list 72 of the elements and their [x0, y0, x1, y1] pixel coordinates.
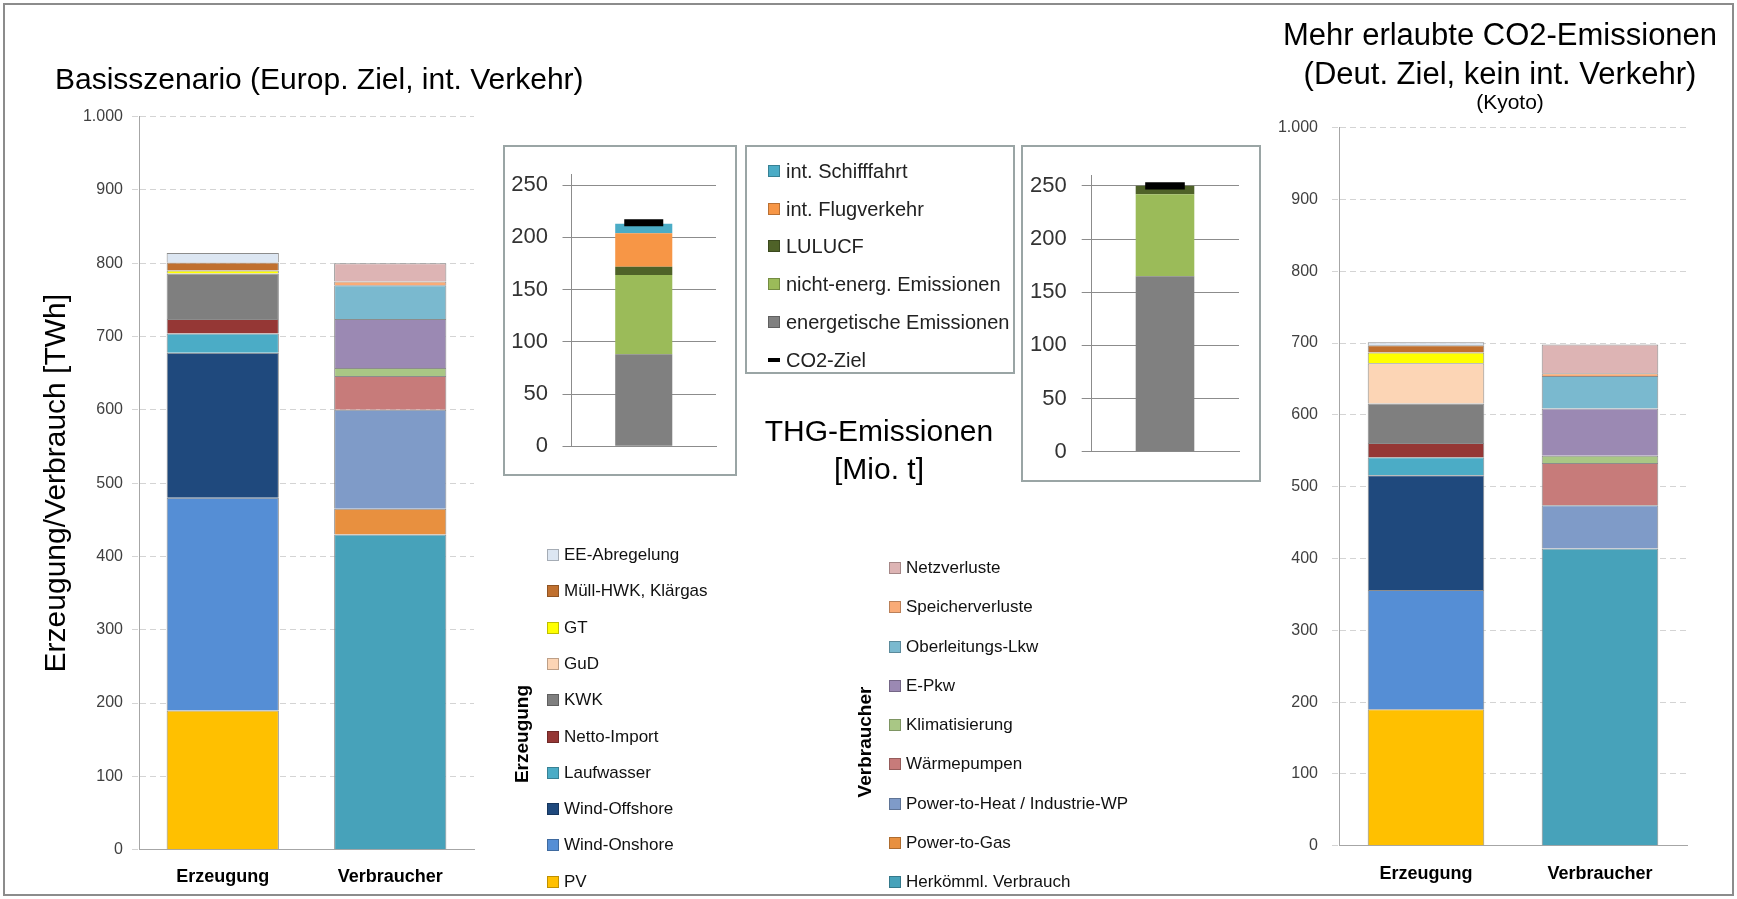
legend-label: GuD [564, 653, 599, 674]
y-tick-label: 250 [1029, 171, 1067, 197]
legend-label: Oberleitungs-Lkw [906, 636, 1039, 657]
legend-label: Speicherverluste [906, 597, 1033, 618]
text: THG-Emissionen [Mio. t] [763, 413, 995, 487]
x-tick-label: Verbraucher [1547, 862, 1653, 883]
category-label: Verbraucher [854, 686, 875, 798]
y-tick-label: 400 [96, 546, 124, 564]
legend-label: E-Pkw [906, 675, 956, 696]
category-label: Erzeugung [511, 684, 532, 784]
y-axis-title: Erzeugung/Verbrauch [TWh] [38, 293, 72, 673]
y-tick-label: 150 [1029, 278, 1067, 304]
y-tick-label: 600 [96, 400, 124, 418]
legend-label: LULUCF [786, 234, 864, 258]
y-tick-label: 200 [1291, 692, 1319, 710]
legend-label: nicht-energ. Emissionen [786, 272, 1001, 296]
y-tick-label: 50 [1042, 384, 1067, 410]
legend-label: int. Flugverkehr [786, 197, 924, 221]
y-tick-label: 0 [1309, 836, 1319, 854]
legend-label: Power-to-Heat / Industrie-WP [906, 793, 1129, 814]
legend-label: Wärmepumpen [906, 754, 1023, 775]
y-tick-label: 250 [511, 171, 548, 197]
y-tick-label: 100 [511, 327, 548, 353]
y-tick-label: 0 [1054, 437, 1067, 463]
y-tick-label: 700 [96, 326, 124, 344]
legend-label: GT [564, 617, 588, 638]
legend-label: Wind-Offshore [564, 799, 674, 820]
y-tick-label: 200 [511, 223, 548, 249]
y-tick-label: 600 [1291, 405, 1319, 423]
legend-label: Müll-HWK, Klärgas [564, 581, 708, 602]
legend-label: Herkömml. Verbrauch [906, 872, 1071, 892]
x-tick-label: Erzeugung [176, 866, 270, 887]
y-tick-label: 150 [511, 275, 548, 301]
y-tick-label: 1.000 [82, 107, 124, 125]
y-tick-label: 100 [1029, 331, 1067, 357]
y-tick-label: 1.000 [1277, 118, 1319, 136]
y-tick-label: 500 [1291, 477, 1319, 495]
y-tick-label: 200 [96, 693, 124, 711]
y-tick-label: 700 [1291, 333, 1319, 351]
legend-label: KWK [564, 690, 603, 711]
y-tick-label: 0 [114, 840, 124, 858]
y-tick-label: 900 [96, 180, 124, 198]
y-tick-label: 300 [1291, 620, 1319, 638]
legend-label: Power-to-Gas [906, 832, 1011, 853]
y-tick-label: 50 [523, 380, 548, 406]
legend-label: Netto-Import [564, 726, 659, 747]
y-tick-label: 100 [96, 766, 124, 784]
legend-label: PV [564, 871, 587, 892]
legend-label: energetische Emissionen [786, 310, 1010, 334]
legend-label: CO2-Ziel [786, 348, 867, 371]
y-tick-label: 900 [1291, 189, 1319, 207]
y-tick-label: 800 [1291, 261, 1319, 279]
y-tick-label: 200 [1029, 225, 1067, 251]
legend-label: int. Schifffahrt [786, 159, 908, 183]
legend-label: Laufwasser [564, 762, 651, 783]
bar [1135, 194, 1195, 277]
legend-label: Wind-Onshore [564, 835, 674, 856]
legend-label: EE-Abregelung [564, 545, 680, 565]
y-tick-label: 100 [1291, 764, 1319, 782]
y-tick-label: 300 [96, 620, 124, 638]
legend-label: Klimatisierung [906, 715, 1013, 735]
y-tick-label: 400 [1291, 548, 1319, 566]
y-tick-label: 0 [535, 432, 548, 458]
legend-label: Netzverluste [906, 558, 1001, 578]
x-tick-label: Verbraucher [337, 866, 443, 887]
chart-title: Basisszenario (Europ. Ziel, int. Verkehr) [55, 61, 585, 97]
bar [615, 274, 673, 355]
bar [615, 266, 673, 275]
bar [615, 233, 673, 267]
x-tick-label: Erzeugung [1379, 862, 1473, 883]
y-tick-label: 800 [96, 253, 124, 271]
y-tick-label: 500 [96, 473, 124, 491]
